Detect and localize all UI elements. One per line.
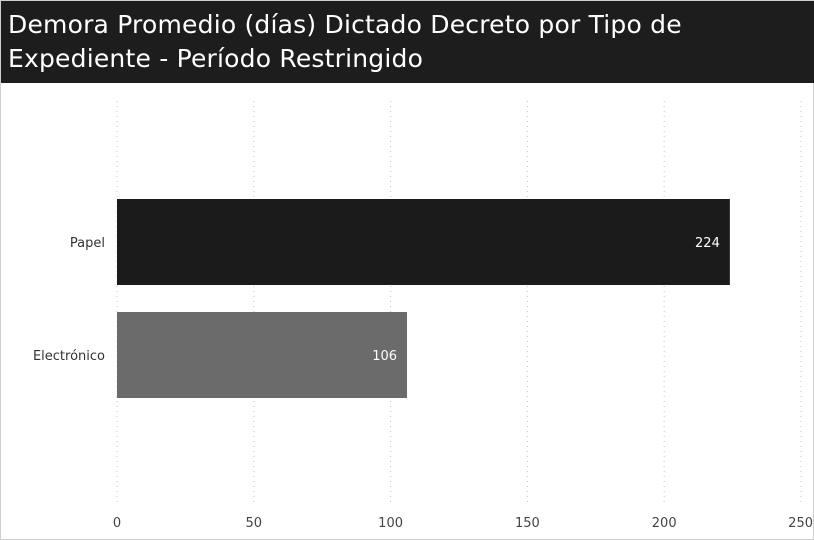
x-tick-label: 150	[515, 516, 540, 531]
labels: 0 50 100 150 200 250 Papel 224 Electrónico 106	[33, 236, 813, 531]
bars	[117, 199, 730, 398]
bar-1	[117, 312, 408, 398]
x-tick-label: 50	[246, 516, 263, 531]
category-label: Electrónico	[33, 349, 105, 364]
data-label: 106	[372, 349, 397, 364]
x-tick-label: 100	[378, 516, 403, 531]
x-tick-label: 200	[652, 516, 677, 531]
chart-title: Demora Promedio (días) Dictado Decreto p…	[8, 10, 682, 73]
category-label: Papel	[70, 236, 105, 251]
bar-0	[117, 199, 730, 285]
x-tick-label: 250	[788, 516, 813, 531]
grid-lines	[116, 101, 802, 506]
data-label: 224	[695, 236, 720, 251]
title-bar: Demora Promedio (días) Dictado Decreto p…	[1, 1, 814, 83]
x-tick-label: 0	[113, 516, 121, 531]
